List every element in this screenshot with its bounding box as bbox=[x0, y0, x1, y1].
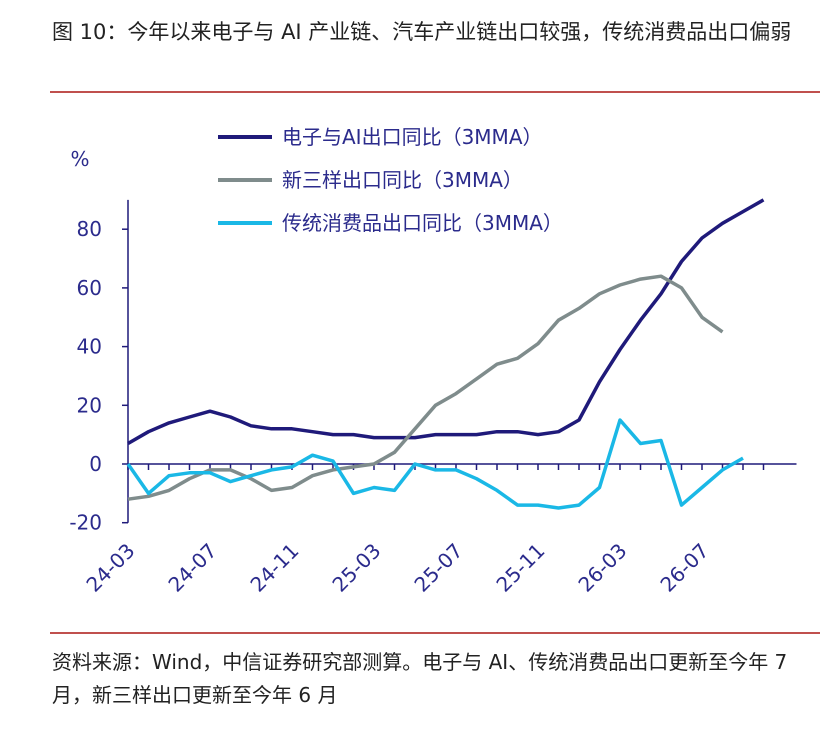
chart-title: 图 10：今年以来电子与 AI 产业链、汽车产业链出口较强，传统消费品出口偏弱 bbox=[52, 20, 792, 44]
divider bbox=[50, 632, 820, 634]
source-note: 资料来源：Wind，中信证券研究部测算。电子与 AI、传统消费品出口更新至今年 … bbox=[52, 650, 788, 707]
x-tick-label: 26-07 bbox=[655, 539, 713, 597]
x-tick-label: 24-07 bbox=[163, 539, 221, 597]
legend-label: 新三样出口同比（3MMA） bbox=[282, 168, 523, 192]
divider bbox=[50, 91, 820, 93]
series-line bbox=[127, 274, 724, 501]
chart: -20 0 20 40 60 80% 24-03 24-07 24-11 25-03 25-07 25… bbox=[69, 125, 797, 597]
x-tick-label: 25-07 bbox=[409, 539, 467, 597]
y-tick-label: 80 bbox=[77, 217, 102, 241]
y-tick-label: 20 bbox=[77, 393, 102, 417]
legend-label: 传统消费品出口同比（3MMA） bbox=[282, 211, 563, 235]
y-tick-label: -20 bbox=[69, 511, 102, 535]
y-tick-label: 60 bbox=[77, 276, 102, 300]
x-tick-label: 24-03 bbox=[81, 539, 139, 597]
series-line bbox=[127, 198, 765, 446]
legend-label: 电子与AI出口同比（3MMA） bbox=[282, 125, 543, 149]
x-tick-label: 24-11 bbox=[245, 539, 303, 597]
series-line bbox=[126, 418, 744, 510]
y-axis-label: % bbox=[70, 147, 89, 171]
y-tick-label: 0 bbox=[89, 452, 102, 476]
x-tick-label: 26-03 bbox=[573, 539, 631, 597]
x-tick-label: 25-03 bbox=[327, 539, 385, 597]
y-tick-label: 40 bbox=[77, 335, 102, 359]
x-tick-label: 25-11 bbox=[491, 539, 549, 597]
